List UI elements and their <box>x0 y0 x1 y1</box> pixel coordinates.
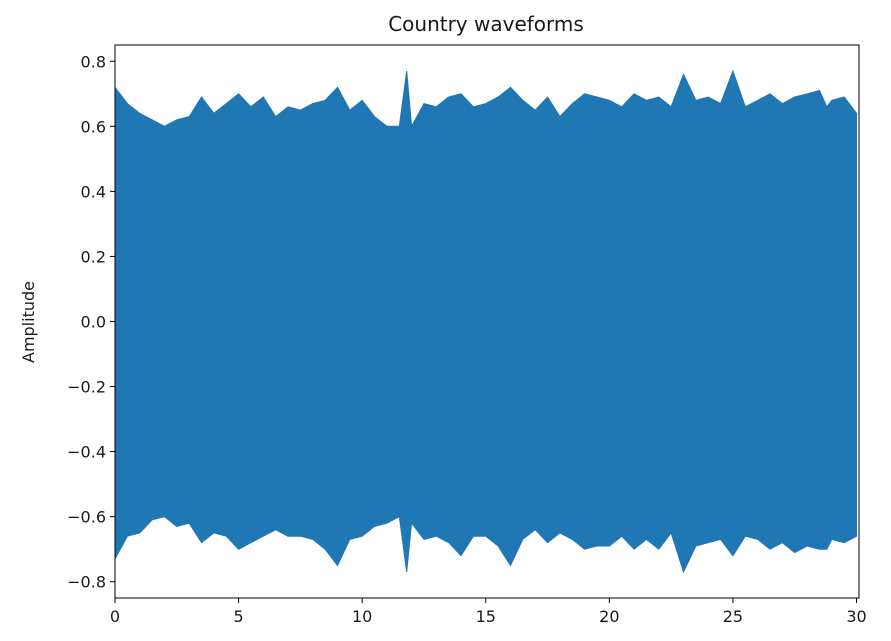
x-tick-label: 5 <box>233 607 243 626</box>
x-axis: 0 5 10 15 20 25 30 <box>110 598 867 626</box>
y-tick-label: −0.8 <box>67 573 106 592</box>
plot-area <box>114 44 860 599</box>
waveform-series <box>115 69 857 574</box>
chart-title: Country waveforms <box>388 12 584 36</box>
y-tick-label: 0.6 <box>81 117 106 136</box>
x-tick-label: 0 <box>110 607 120 626</box>
x-tick-label: 25 <box>723 607 743 626</box>
y-tick-label: 0.4 <box>81 182 106 201</box>
y-tick-label: 0.0 <box>81 313 106 332</box>
waveform-band-0 <box>115 69 857 574</box>
x-tick-label: 15 <box>476 607 496 626</box>
y-tick-label: −0.4 <box>67 443 106 462</box>
x-tick-label: 30 <box>846 607 866 626</box>
y-axis: 0.8 0.6 0.4 0.2 0.0 −0.2 −0.4 −0.6 −0.8 <box>67 52 115 592</box>
y-tick-label: −0.2 <box>67 378 106 397</box>
y-tick-label: 0.8 <box>81 52 106 71</box>
y-axis-label: Amplitude <box>19 281 38 363</box>
y-tick-label: 0.2 <box>81 247 106 266</box>
x-tick-label: 10 <box>352 607 372 626</box>
y-tick-label: −0.6 <box>67 508 106 527</box>
x-tick-label: 20 <box>599 607 619 626</box>
